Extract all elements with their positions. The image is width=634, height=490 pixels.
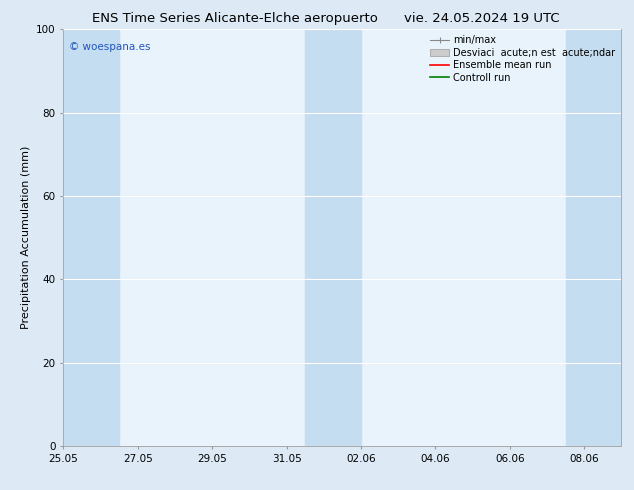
Text: ENS Time Series Alicante-Elche aeropuerto: ENS Time Series Alicante-Elche aeropuert… <box>92 12 377 25</box>
Bar <box>63 29 119 446</box>
Y-axis label: Precipitation Accumulation (mm): Precipitation Accumulation (mm) <box>20 146 30 329</box>
Text: vie. 24.05.2024 19 UTC: vie. 24.05.2024 19 UTC <box>404 12 560 25</box>
Legend: min/max, Desviaci  acute;n est  acute;ndar, Ensemble mean run, Controll run: min/max, Desviaci acute;n est acute;ndar… <box>427 32 618 85</box>
Text: © woespana.es: © woespana.es <box>69 42 150 52</box>
Bar <box>305 29 361 446</box>
Bar <box>566 29 621 446</box>
